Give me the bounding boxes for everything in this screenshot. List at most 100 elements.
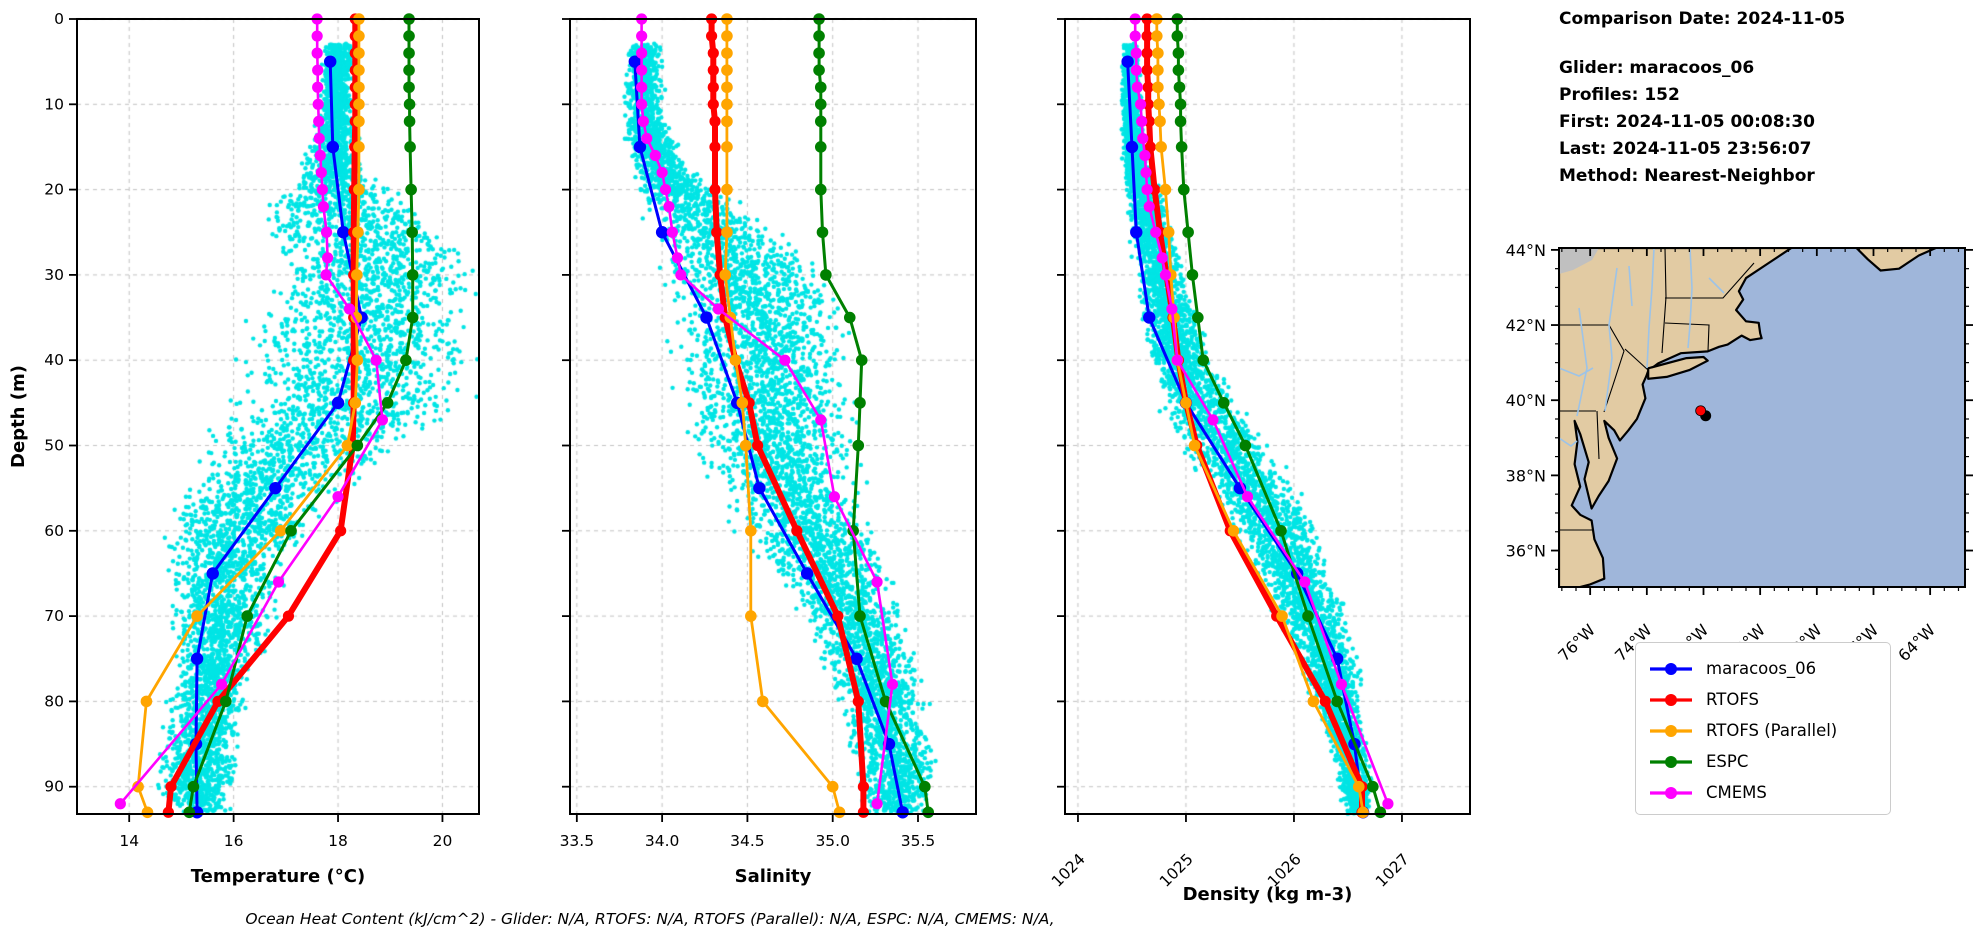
data-point [709, 184, 721, 196]
data-point [1153, 98, 1165, 111]
data-point [1152, 64, 1164, 76]
data-point [813, 30, 825, 42]
data-point [312, 98, 324, 110]
data-point [814, 115, 827, 128]
map-lat-label: 42°N [1506, 316, 1546, 335]
data-point [1307, 695, 1320, 708]
data-point [843, 311, 856, 324]
data-point [343, 303, 356, 315]
data-point [1139, 149, 1151, 162]
data-point [636, 64, 648, 76]
series-espc [1171, 13, 1387, 819]
data-point [721, 64, 733, 76]
map-river [1559, 367, 1594, 377]
data-point [1141, 47, 1153, 59]
data-point [756, 695, 769, 708]
data-point [709, 115, 721, 127]
data-point [922, 806, 935, 819]
map-river [1687, 248, 1693, 349]
x-axis-label: Density (kg m-3) [1183, 884, 1353, 905]
data-point [820, 269, 832, 281]
data-point [1173, 81, 1186, 94]
legend-entry-maracoos-06: maracoos_06 [1648, 653, 1890, 684]
y-tick-label: 60 [44, 522, 64, 540]
data-point [216, 678, 228, 690]
data-point [326, 140, 340, 154]
data-point [1239, 439, 1252, 452]
data-point [406, 226, 418, 239]
map-frame [1558, 247, 1966, 588]
data-point [1180, 397, 1192, 409]
series-rtofs-parallel- [719, 13, 846, 819]
data-point [403, 115, 416, 128]
data-point [1299, 576, 1311, 588]
data-point [353, 183, 365, 196]
legend-label: ESPC [1706, 752, 1749, 771]
data-point [405, 183, 417, 196]
data-point [636, 81, 648, 93]
comparison-date-text: Comparison Date: 2024-11-05 [1559, 9, 1846, 29]
map-state-border [1624, 348, 1649, 371]
map-river [1646, 248, 1655, 369]
legend-line-swatch [1650, 662, 1692, 675]
data-point [1155, 141, 1167, 153]
data-point [721, 81, 733, 94]
x-tick-label: 16 [224, 832, 244, 850]
data-point [1227, 525, 1240, 537]
legend-line-swatch [1650, 755, 1692, 768]
data-point [1152, 81, 1164, 94]
data-point [666, 226, 678, 238]
map-river [1708, 277, 1725, 294]
data-point [403, 47, 415, 59]
data-point [219, 695, 232, 708]
data-point [1141, 64, 1153, 76]
data-point [1367, 780, 1379, 793]
data-point [896, 806, 909, 819]
data-point [351, 269, 363, 281]
data-point [403, 30, 415, 42]
data-point [1331, 695, 1343, 708]
map-state-border [1603, 324, 1625, 413]
series-cmems [636, 13, 899, 810]
profile-plot-salinity: 33.5 34.0 34.5 35.0 35.5 Salinity [560, 13, 977, 887]
data-point [314, 149, 326, 162]
data-point [1143, 201, 1155, 213]
data-point [675, 269, 687, 281]
data-point [1174, 98, 1187, 111]
data-point [1182, 226, 1194, 239]
data-point [1335, 678, 1348, 690]
map-lon-label: 64°W [1894, 620, 1939, 665]
map-land-mainland [1559, 248, 1793, 587]
data-point [1151, 30, 1163, 42]
data-point [1136, 115, 1148, 127]
data-point [721, 115, 733, 128]
data-point [636, 47, 648, 59]
data-point [353, 98, 365, 111]
map-lat-label: 38°N [1506, 466, 1546, 485]
data-point [1162, 226, 1175, 239]
legend-line-swatch [1650, 786, 1692, 799]
data-point [206, 567, 219, 580]
x-axis-label: Temperature (°C) [191, 866, 365, 887]
data-point [324, 55, 337, 68]
data-point [814, 141, 827, 153]
data-point [850, 652, 863, 665]
data-point [351, 439, 364, 452]
data-point [1276, 610, 1288, 622]
data-point [1142, 81, 1154, 93]
data-point [707, 81, 719, 93]
map-glider-marker [1695, 405, 1707, 417]
data-point [1241, 491, 1254, 503]
series-espc [813, 13, 935, 819]
data-point [1172, 64, 1185, 76]
data-point [753, 481, 766, 495]
data-point [854, 397, 866, 409]
data-point [649, 149, 661, 162]
data-point [656, 166, 668, 179]
legend-label: CMEMS [1706, 783, 1767, 802]
data-point [1175, 141, 1188, 153]
data-point [1141, 184, 1153, 196]
legend-box: maracoos_06 RTOFS RTOFS (Parallel) ESPC CMEM… [1635, 642, 1891, 815]
data-point [313, 132, 325, 145]
